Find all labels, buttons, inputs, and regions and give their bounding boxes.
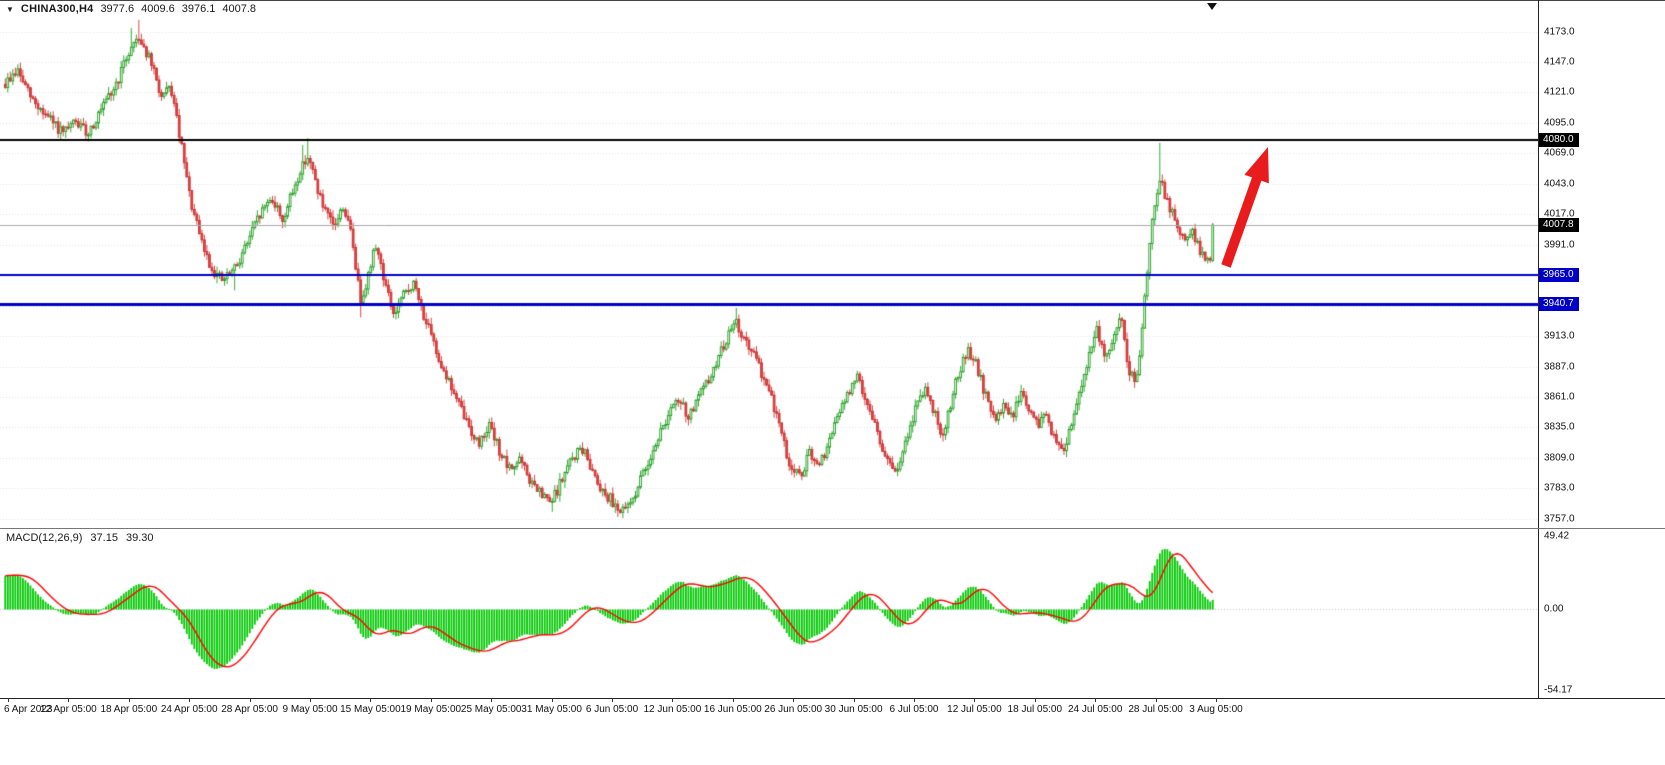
time-axis-tick	[551, 698, 553, 702]
time-axis-label: 24 Apr 05:00	[160, 704, 218, 715]
time-axis-label: 9 May 05:00	[282, 704, 338, 715]
time-axis-label: 28 Apr 05:00	[221, 704, 278, 715]
time-axis-label: 6 Apr 2023	[4, 704, 53, 715]
price-axis-label: 4121.0	[1544, 86, 1575, 98]
price-axis-label: 4147.0	[1544, 56, 1575, 68]
macd-axis-label: -54.17	[1544, 684, 1573, 696]
time-axis-tick	[8, 698, 9, 702]
time-axis-tick	[1155, 698, 1157, 702]
time-axis-label: 31 May 05:00	[521, 704, 582, 715]
macd-axis[interactable]: 49.42 0.00 -54.17	[1538, 529, 1665, 698]
time-axis-label: 25 May 05:00	[460, 704, 522, 715]
time-axis-label: 28 Jul 05:00	[1128, 704, 1183, 715]
time-axis-label: 12 Jun 05:00	[643, 704, 702, 715]
symbol-title: CHINA300,H4	[20, 3, 94, 15]
time-axis-tick	[793, 698, 795, 702]
macd-axis-label: 0.00	[1544, 603, 1564, 615]
price-axis-label: 4017.0	[1544, 208, 1575, 220]
price-axis-label: 3835.0	[1544, 421, 1575, 433]
macd-indicator-overlay: MACD(12,26,9) 37.15 39.30	[6, 532, 153, 544]
price-axis-label: 3861.0	[1544, 391, 1575, 403]
time-axis-label: 16 Jun 05:00	[703, 704, 762, 715]
price-axis-label: 3939.0	[1544, 300, 1575, 312]
macd-axis-label: 49.42	[1544, 530, 1570, 542]
time-axis-tick	[310, 698, 311, 702]
time-axis-tick	[1095, 698, 1097, 702]
time-axis[interactable]: 6 Apr 2023 12 Apr 05:00 18 Apr 05:00 24 Apr…	[0, 698, 1665, 720]
ohlc-open-value: 3977.6	[100, 3, 135, 15]
chart-title-overlay: ▼ CHINA300,H4 3977.6 4009.6 3976.1 4007.…	[6, 3, 256, 15]
price-axis[interactable]: 4173.0 4147.0 4121.0 4095.0 4069.0 4043.0 4017…	[1538, 0, 1665, 528]
time-axis-tick	[1216, 698, 1217, 702]
macd-main-value: 37.15	[90, 532, 118, 544]
macd-indicator-label: MACD(12,26,9)	[6, 532, 83, 544]
time-axis-label: 12 Apr 05:00	[40, 704, 97, 715]
price-axis-label: 3913.0	[1544, 330, 1575, 342]
time-axis-label: 12 Jul 05:00	[947, 704, 1002, 715]
symbol-dropdown-icon[interactable]: ▼	[6, 4, 14, 14]
time-axis-tick	[612, 698, 613, 702]
price-axis-label: 4069.0	[1544, 147, 1575, 159]
macd-canvas[interactable]	[0, 529, 1538, 697]
time-axis-label: 6 Jul 05:00	[889, 704, 939, 715]
time-axis-tick	[430, 698, 432, 702]
time-axis-border	[0, 698, 1665, 699]
time-axis-label: 24 Jul 05:00	[1067, 704, 1123, 715]
time-axis-tick	[672, 698, 674, 702]
chart-shift-marker-icon[interactable]	[1207, 3, 1217, 10]
macd-signal-value: 39.30	[125, 532, 154, 544]
ohlc-close-value: 4007.8	[222, 3, 257, 15]
price-axis-label: 3757.0	[1544, 513, 1575, 525]
time-axis-label: 26 Jun 05:00	[764, 704, 823, 715]
time-axis-label: 30 Jun 05:00	[824, 704, 883, 715]
price-axis-label: 3887.0	[1544, 361, 1575, 373]
price-axis-border	[1538, 0, 1539, 698]
time-axis-tick	[189, 698, 191, 702]
time-axis-tick	[853, 698, 855, 702]
price-axis-label: 3783.0	[1544, 482, 1575, 494]
time-axis-tick	[128, 698, 130, 702]
time-axis-label: 6 Jun 05:00	[585, 704, 639, 715]
time-axis-label: 3 Aug 05:00	[1189, 704, 1243, 715]
trend-arrow-shape[interactable]	[1221, 147, 1269, 268]
time-axis-tick	[732, 698, 734, 702]
time-axis-tick	[491, 698, 493, 702]
price-axis-label: 4173.0	[1544, 26, 1575, 38]
time-axis-tick	[370, 698, 372, 702]
time-axis-tick	[1034, 698, 1036, 702]
main-chart-canvas[interactable]	[0, 0, 1538, 528]
price-axis-label: 3809.0	[1544, 452, 1575, 464]
time-axis-tick	[68, 698, 70, 702]
price-axis-label: 3991.0	[1544, 239, 1575, 251]
time-axis-tick	[249, 698, 251, 702]
price-axis-label: 4043.0	[1544, 178, 1575, 190]
time-axis-tick	[974, 698, 976, 702]
time-axis-label: 15 May 05:00	[340, 704, 401, 715]
price-axis-label: 4095.0	[1544, 117, 1575, 129]
time-axis-label: 18 Jul 05:00	[1007, 704, 1063, 715]
time-axis-label: 19 May 05:00	[400, 704, 462, 715]
time-axis-label: 18 Apr 05:00	[100, 704, 158, 715]
pane-splitter[interactable]	[0, 528, 1665, 529]
ohlc-low-value: 3976.1	[181, 3, 216, 15]
ohlc-high-value: 4009.6	[141, 3, 175, 15]
time-axis-tick	[914, 698, 915, 702]
price-axis-label: 3965.0	[1544, 269, 1575, 281]
